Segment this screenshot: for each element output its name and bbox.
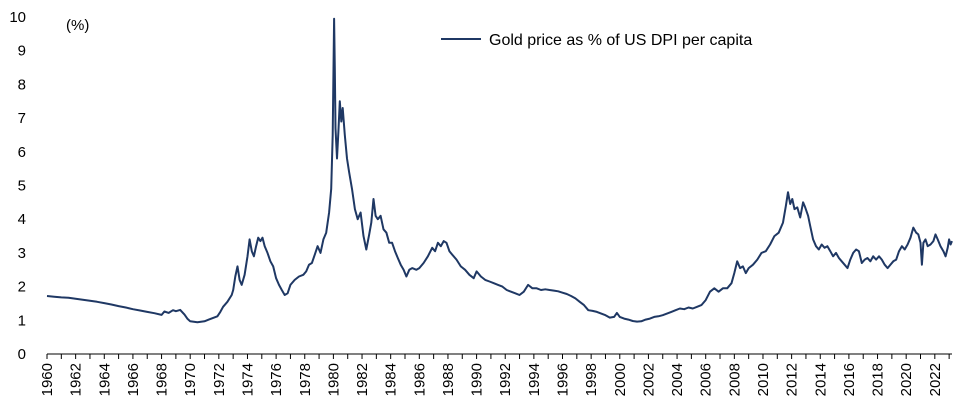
y-tick-label: 7 bbox=[18, 110, 26, 127]
x-tick-label: 2000 bbox=[612, 363, 629, 396]
y-tick-label: 8 bbox=[18, 76, 26, 93]
x-tick-label: 1972 bbox=[211, 363, 228, 396]
x-tick-label: 1974 bbox=[239, 363, 256, 396]
y-tick-label: 1 bbox=[18, 312, 26, 329]
y-tick-label: 3 bbox=[18, 245, 26, 262]
x-tick-label: 2002 bbox=[640, 363, 657, 396]
y-tick-label: 0 bbox=[18, 346, 26, 363]
x-tick-label: 2018 bbox=[870, 363, 887, 396]
y-tick-label: 5 bbox=[18, 178, 26, 195]
legend-label: Gold price as % of US DPI per capita bbox=[489, 32, 752, 49]
y-tick-label: 4 bbox=[18, 211, 26, 228]
x-tick-label: 1978 bbox=[297, 363, 314, 396]
x-tick-label: 1992 bbox=[497, 363, 514, 396]
x-tick-label: 1986 bbox=[411, 363, 428, 396]
y-tick-label: 9 bbox=[18, 43, 26, 60]
x-tick-label: 2022 bbox=[927, 363, 944, 396]
y-tick-label: 10 bbox=[9, 9, 26, 26]
x-tick-label: 1994 bbox=[526, 363, 543, 396]
x-tick-label: 2016 bbox=[841, 363, 858, 396]
x-tick-label: 1988 bbox=[440, 363, 457, 396]
x-tick-label: 1960 bbox=[39, 363, 56, 396]
x-tick-label: 2006 bbox=[698, 363, 715, 396]
x-axis-ticks: 1960 1962 1964 1966 1968 1970 1972 1974 1976 1978… bbox=[39, 354, 950, 396]
x-tick-label: 1982 bbox=[354, 363, 371, 396]
x-tick-label: 1996 bbox=[555, 363, 572, 396]
x-tick-label: 2012 bbox=[784, 363, 801, 396]
x-tick-label: 1968 bbox=[154, 363, 171, 396]
y-axis-unit-label: (%) bbox=[66, 17, 89, 34]
x-tick-label: 1998 bbox=[583, 363, 600, 396]
x-tick-label: 1964 bbox=[96, 363, 113, 396]
x-tick-label: 1966 bbox=[125, 363, 142, 396]
y-tick-label: 2 bbox=[18, 279, 26, 296]
x-tick-label: 1970 bbox=[182, 363, 199, 396]
x-tick-label: 2010 bbox=[755, 363, 772, 396]
legend: Gold price as % of US DPI per capita bbox=[441, 32, 752, 49]
x-tick-label: 2004 bbox=[669, 363, 686, 396]
x-tick-label: 2020 bbox=[898, 363, 915, 396]
x-tick-label: 1962 bbox=[68, 363, 85, 396]
x-tick-label: 1976 bbox=[268, 363, 285, 396]
x-tick-label: 1984 bbox=[383, 363, 400, 396]
y-axis-ticks: 0 1 2 3 4 5 6 7 8 9 10 bbox=[9, 9, 26, 363]
x-tick-label: 1990 bbox=[469, 363, 486, 396]
x-tick-label: 2008 bbox=[726, 363, 743, 396]
series-line-gold-price bbox=[46, 17, 953, 324]
x-tick-label: 1980 bbox=[325, 363, 342, 396]
y-tick-label: 6 bbox=[18, 144, 26, 161]
x-tick-label: 2014 bbox=[812, 363, 829, 396]
